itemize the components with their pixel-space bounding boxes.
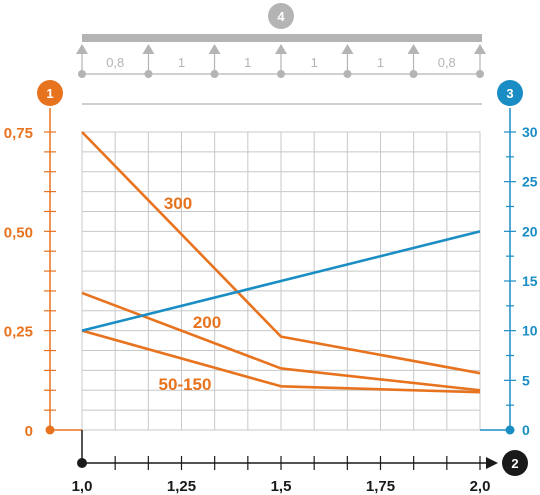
series-line-blue (81, 230, 481, 332)
series-line-200 (81, 291, 481, 392)
badge-left-axis (37, 80, 63, 106)
support-triangle (341, 44, 354, 54)
right-axis-tick-label: 15 (522, 273, 538, 289)
series-label-50-150: 50-150 (159, 375, 212, 394)
series-line-50-150 (81, 329, 481, 394)
x-axis-tick-label: 1,0 (72, 478, 93, 495)
right-axis-origin-dot (505, 425, 515, 435)
right-axis-tick-label: 0 (522, 422, 530, 438)
support-triangle (407, 44, 420, 54)
support-triangle (76, 44, 88, 54)
left-axis: 0 0,25 0,50 0,75 1 (4, 80, 82, 440)
badge-right-axis (497, 80, 523, 106)
series-line-300 (81, 131, 481, 375)
x-axis: 1,0 1,25 1,5 1,75 2,0 2 (72, 430, 528, 495)
right-axis-tick-label: 20 (522, 223, 538, 239)
series-label-200: 200 (193, 313, 221, 332)
span-label: 1 (311, 55, 318, 70)
support-bar-diagram: 0,8 1 1 1 1 0,8 4 (76, 3, 486, 105)
badge-support-bar-label: 4 (277, 9, 285, 24)
span-label: 1 (178, 55, 185, 70)
x-axis-tick-label: 1,5 (271, 478, 292, 495)
badge-x-axis-label: 2 (511, 456, 518, 471)
x-axis-origin-dot (77, 458, 87, 468)
x-axis-tick-label: 2,0 (470, 478, 491, 495)
x-axis-tick-label: 1,25 (167, 478, 196, 495)
span-label: 0,8 (438, 55, 456, 70)
badge-support-bar (268, 3, 294, 29)
right-axis-tick-label: 25 (522, 174, 538, 190)
span-label: 1 (244, 55, 251, 70)
support-beam (82, 34, 482, 42)
left-axis-tick-label: 0,25 (4, 324, 33, 341)
left-axis-tick-label: 0,75 (4, 125, 33, 142)
span-label: 1 (377, 55, 384, 70)
x-axis-arrow (486, 457, 498, 469)
right-axis: 0 5 10 15 20 25 30 3 (480, 80, 538, 438)
support-triangle (208, 44, 221, 54)
right-axis-tick-label: 5 (522, 372, 530, 388)
right-axis-tick-label: 30 (522, 124, 538, 140)
x-axis-tick-label: 1,75 (366, 478, 395, 495)
support-triangle (474, 44, 486, 54)
support-triangle (142, 44, 155, 54)
badge-left-axis-label: 1 (46, 86, 53, 101)
right-axis-tick-label: 10 (522, 323, 538, 339)
span-label: 0,8 (106, 55, 124, 70)
left-axis-tick-label: 0 (25, 423, 33, 440)
left-axis-origin-dot (45, 425, 55, 435)
support-triangle (275, 44, 287, 54)
badge-right-axis-label: 3 (506, 86, 513, 101)
series-label-300: 300 (164, 194, 192, 213)
badge-x-axis (502, 450, 528, 476)
left-axis-tick-label: 0,50 (4, 224, 33, 241)
